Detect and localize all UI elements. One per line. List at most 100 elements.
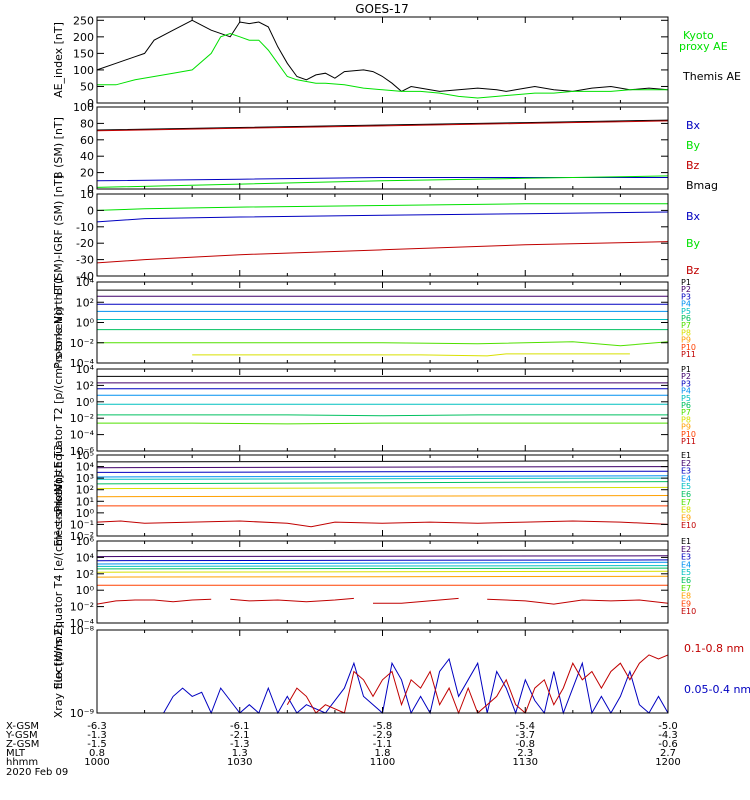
legend-label: Bz <box>686 264 700 277</box>
legend-label: Bx <box>686 210 701 223</box>
series-line-e1 <box>96 460 669 463</box>
footer-value: -2.1 <box>230 730 250 741</box>
footer-value: 1030 <box>227 757 252 768</box>
series-line-e8 <box>96 575 669 578</box>
y-tick-label: 10⁵ <box>76 449 94 462</box>
y-tick-label: 20 <box>80 167 94 180</box>
legend-label: E6 <box>681 576 691 585</box>
series-line-by <box>96 175 669 188</box>
legend-label: P10 <box>681 430 696 439</box>
series-line-e10 <box>487 598 669 605</box>
panel-frame <box>96 193 669 277</box>
y-tick-label: 10² <box>76 484 94 497</box>
legend-label: E7 <box>681 498 691 507</box>
legend-label: E5 <box>681 568 691 577</box>
footer-value: 1000 <box>84 757 109 768</box>
panel-2: 0 20 40 60 80 100 B (SM) [nT] Bx By Bz Bmag <box>52 101 718 196</box>
footer-value: 2.7 <box>660 748 676 759</box>
legend-label: P5 <box>681 307 691 316</box>
legend-label: E2 <box>681 459 691 468</box>
panel-frame <box>96 540 669 624</box>
legend-label: P10 <box>681 343 696 352</box>
footer-value: -5.0 <box>658 721 678 732</box>
legend-label: E4 <box>681 474 691 483</box>
series-line-e5 <box>96 477 669 480</box>
legend-label: 0.1-0.8 nm <box>684 642 744 655</box>
series-line-p7 <box>97 422 668 425</box>
legend-label: P9 <box>681 336 691 345</box>
legend-label: E8 <box>681 506 691 515</box>
footer-value: 1130 <box>513 757 538 768</box>
y-tick-label: 0 <box>87 183 94 196</box>
legend-label: 0.05-0.4 nm <box>684 683 750 696</box>
legend-label: P7 <box>681 321 691 330</box>
series-line-by <box>96 203 668 211</box>
footer-value: -5.4 <box>515 721 535 732</box>
legend-label: P3 <box>681 292 691 301</box>
legend-label: P11 <box>681 350 696 359</box>
y-tick-label: 200 <box>73 31 94 44</box>
legend-label: E5 <box>681 482 691 491</box>
y-tick-label: 40 <box>80 150 94 163</box>
legend-label: P4 <box>681 300 691 309</box>
panel-7: 10⁻⁴ 10⁻² 10⁰ 10² 10⁴ 10⁶ Electrons Equator T4… <box>52 475 696 690</box>
y-tick-label: 250 <box>73 14 94 27</box>
y-tick-label: 10⁻² <box>70 337 94 350</box>
y-tick-label: 10⁻⁴ <box>70 617 95 630</box>
legend-label: E9 <box>681 513 691 522</box>
legend-label: P8 <box>681 415 691 424</box>
footer-value: 1.3 <box>232 748 248 759</box>
legend-label: P7 <box>681 408 691 417</box>
footer-value: 0.8 <box>89 748 105 759</box>
footer-value: -3.7 <box>515 730 535 741</box>
legend-label: Themis AE <box>682 70 741 83</box>
legend-label: P8 <box>681 328 691 337</box>
legend-label: P11 <box>681 437 696 446</box>
legend-label: E1 <box>681 451 691 460</box>
y-tick-label: 10⁴ <box>76 363 95 376</box>
series-line-bz <box>96 120 669 132</box>
series-line-e4 <box>96 561 669 565</box>
y-tick-label: 10 <box>80 188 94 201</box>
y-tick-label: 60 <box>80 134 94 147</box>
y-tick-label: 10⁻⁶ <box>70 445 95 458</box>
y-tick-label: 0 <box>87 204 94 217</box>
footer-value: -1.5 <box>87 739 107 750</box>
y-axis-title: Protons Equator T2 [p/(cm²-s-sr-keV)] <box>52 307 65 512</box>
y-axis-title: Protons North T1 <box>52 276 65 369</box>
y-tick-label: 50 <box>80 80 94 93</box>
y-tick-label: 10⁴ <box>76 276 95 289</box>
y-tick-label: -40 <box>76 270 94 283</box>
legend-label: E9 <box>681 599 691 608</box>
footer-row-label: hhmm <box>6 757 38 768</box>
plot-title: GOES-17 <box>355 2 409 16</box>
series-line-bmag <box>96 119 669 131</box>
footer-value: -0.6 <box>658 739 678 750</box>
series-line-e7 <box>96 570 669 573</box>
y-axis-title: B (SM) [nT] <box>52 117 65 179</box>
legend-label: E7 <box>681 584 691 593</box>
series-line-bx <box>96 211 669 223</box>
legend-label: P1 <box>681 365 691 374</box>
y-tick-label: 10⁶ <box>76 535 95 548</box>
series-line-e8 <box>96 495 669 498</box>
y-tick-label: 100 <box>73 64 94 77</box>
legend-label: By <box>686 237 701 250</box>
legend-label: E2 <box>681 545 691 554</box>
panel-frame <box>96 368 669 452</box>
legend-label: E10 <box>681 607 696 616</box>
legend-label: By <box>686 139 701 152</box>
series-line-e6 <box>96 481 669 485</box>
y-tick-label: 10⁰ <box>76 584 95 597</box>
y-tick-label: 10¹ <box>76 495 94 508</box>
series-line-e10 <box>373 597 459 604</box>
y-axis-title: AE_index [nT] <box>52 22 65 98</box>
panel-frame <box>96 629 669 714</box>
footer-value: 1100 <box>370 757 395 768</box>
series-line-e2 <box>96 555 669 558</box>
